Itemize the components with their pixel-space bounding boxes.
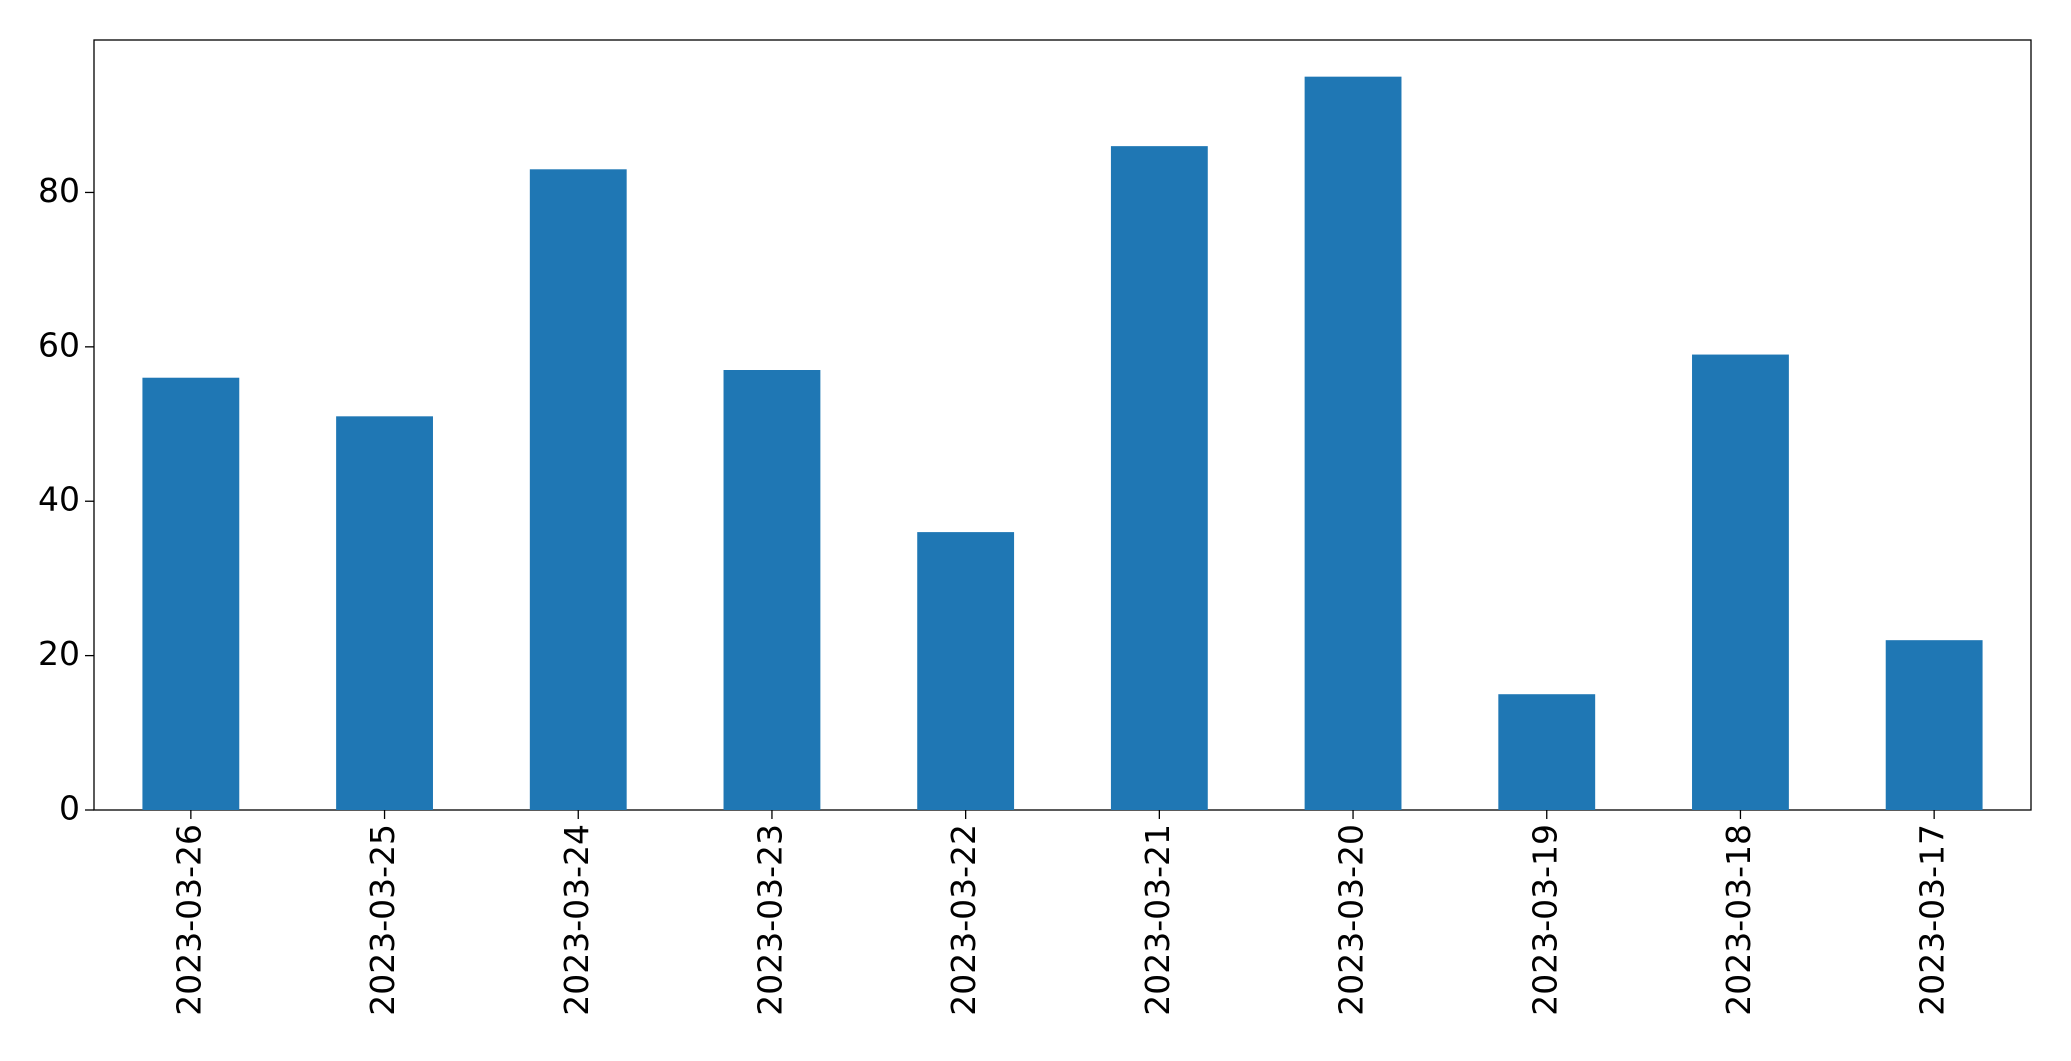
- bar: [1692, 354, 1789, 810]
- x-tick-label: 2023-03-26: [169, 824, 208, 1016]
- x-tick-label: 2023-03-25: [363, 824, 402, 1016]
- bar: [1885, 640, 1983, 810]
- x-tick-label: 2023-03-17: [1913, 824, 1952, 1016]
- bar: [1304, 76, 1402, 810]
- bar: [1110, 146, 1208, 810]
- bar: [1498, 694, 1596, 810]
- x-tick-label: 2023-03-21: [1138, 824, 1177, 1016]
- y-tick-label: 60: [38, 325, 80, 364]
- bar: [142, 377, 240, 810]
- bar: [723, 370, 821, 810]
- bar: [529, 169, 627, 811]
- y-tick-label: 40: [38, 480, 80, 519]
- plot-frame: [93, 39, 2032, 811]
- bar: [336, 416, 433, 810]
- x-tick-label: 2023-03-23: [750, 824, 789, 1016]
- y-tick-label: 0: [59, 789, 80, 828]
- bar: [917, 532, 1015, 810]
- x-tick-label: 2023-03-22: [944, 824, 983, 1016]
- x-tick-label: 2023-03-18: [1719, 824, 1758, 1016]
- x-tick-label: 2023-03-24: [557, 824, 596, 1016]
- x-tick-label: 2023-03-20: [1332, 824, 1371, 1016]
- y-tick-label: 80: [38, 171, 80, 210]
- x-tick-label: 2023-03-19: [1525, 824, 1564, 1016]
- y-tick-label: 20: [38, 634, 80, 673]
